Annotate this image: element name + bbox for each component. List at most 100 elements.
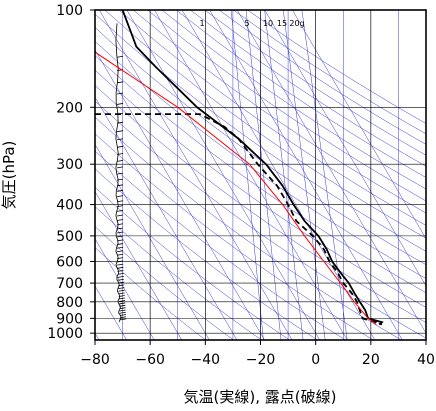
wind-barb xyxy=(117,210,124,212)
wind-barb xyxy=(117,138,124,141)
dry-adiabat xyxy=(218,10,426,145)
x-tick-label: 0 xyxy=(311,352,320,368)
y-tick-label: 900 xyxy=(56,311,83,327)
dry-adiabat xyxy=(95,13,426,252)
wind-barb xyxy=(119,302,126,305)
y-tick-label: 300 xyxy=(56,157,83,173)
dry-adiabat xyxy=(176,10,426,178)
wind-barb xyxy=(117,260,124,263)
wind-barb xyxy=(117,231,124,234)
mixing-ratio-label: 1 xyxy=(199,19,204,28)
wind-barb xyxy=(117,166,124,169)
wind-barb xyxy=(117,103,124,105)
x-tick-label: −60 xyxy=(135,352,165,368)
dry-adiabat xyxy=(95,55,426,294)
wind-barb xyxy=(117,81,124,84)
dry-adiabat xyxy=(95,186,290,340)
mixing-ratio-label: 5 xyxy=(244,19,249,28)
wind-barb xyxy=(117,275,124,278)
dry-adiabat xyxy=(204,10,426,156)
dry-adiabat xyxy=(95,247,206,340)
wind-barb xyxy=(117,172,124,175)
wind-barb xyxy=(117,92,124,95)
skewed-isotherm xyxy=(99,10,293,340)
wind-barb xyxy=(117,130,124,133)
dry-adiabat xyxy=(95,226,234,340)
skewed-isotherm xyxy=(95,143,210,340)
wind-barb xyxy=(117,253,124,256)
x-tick-label: 20 xyxy=(362,352,380,368)
y-tick-label: 800 xyxy=(56,295,83,311)
wind-barb xyxy=(117,55,124,58)
skewed-isotherm xyxy=(181,10,376,340)
wind-barb xyxy=(117,250,124,253)
wind-barb xyxy=(117,214,124,217)
y-tick-label: 200 xyxy=(56,100,83,116)
y-tick-label: 500 xyxy=(56,229,83,245)
wind-barb xyxy=(117,263,124,266)
dry-adiabat xyxy=(147,10,426,202)
dry-adiabat xyxy=(95,27,426,266)
wind-barb xyxy=(117,278,124,281)
x-axis: −80 −60 −40 −20 0 20 40 xyxy=(80,340,435,368)
wind-barb xyxy=(117,219,124,221)
dry-adiabat xyxy=(95,41,426,279)
skewed-isotherm xyxy=(95,191,182,340)
wind-barb xyxy=(119,309,126,312)
skewed-isotherm xyxy=(95,96,238,340)
mixing-ratio-line xyxy=(230,10,264,340)
wind-barb xyxy=(117,145,124,148)
x-tick-label: −20 xyxy=(246,352,276,368)
skewed-isotherm xyxy=(209,10,403,340)
dry-adiabat xyxy=(133,10,426,214)
parcel-line xyxy=(95,51,377,325)
wind-barb xyxy=(119,314,126,316)
mixing-ratio-label: 15 xyxy=(277,19,287,28)
y-tick-label: 1000 xyxy=(47,326,83,342)
mixing-ratio-line xyxy=(283,10,326,340)
mixing-ratio-line xyxy=(245,10,282,340)
sounding-series xyxy=(95,10,384,326)
x-tick-label: −80 xyxy=(80,352,110,368)
wind-barb xyxy=(117,273,124,275)
y-tick-label: 600 xyxy=(56,254,83,270)
wind-barb xyxy=(118,292,125,295)
y-tick-label: 400 xyxy=(56,198,83,214)
dry-adiabat xyxy=(161,10,426,190)
dry-adiabat xyxy=(95,69,426,308)
mixing-ratio-line xyxy=(264,10,304,340)
dewpoint-line xyxy=(95,113,383,326)
skewed-isotherm xyxy=(126,10,320,340)
x-tick-label: −40 xyxy=(191,352,221,368)
wind-barb xyxy=(117,235,124,238)
dry-adiabat xyxy=(95,150,346,340)
skewed-isotherm xyxy=(236,10,426,334)
dry-adiabat xyxy=(118,10,426,226)
x-axis-label: 気温(実線), 露点(破線) xyxy=(184,388,337,406)
wind-staff xyxy=(115,23,122,322)
wind-barb xyxy=(117,266,124,269)
mixing-ratio-line xyxy=(301,10,348,340)
dry-adiabat xyxy=(95,133,374,340)
mixing-ratio-label: 20g xyxy=(289,19,304,28)
pressure-grid xyxy=(95,10,426,340)
dry-adiabat xyxy=(104,10,426,239)
wind-barb xyxy=(117,227,124,230)
wind-barb xyxy=(117,159,124,162)
y-tick-label: 700 xyxy=(56,276,83,292)
wind-barb xyxy=(117,189,124,192)
x-tick-label: 40 xyxy=(417,352,435,368)
wind-barb xyxy=(118,287,125,289)
wind-barb xyxy=(120,318,127,321)
wind-barb xyxy=(119,311,126,314)
wind-barb xyxy=(118,289,125,292)
dry-adiabat xyxy=(95,206,262,340)
skewed-isotherm xyxy=(292,10,426,240)
skewed-isotherm xyxy=(95,49,265,340)
mixing-ratio-labels: 1 5 10 15 20g xyxy=(199,19,304,28)
dry-adiabat xyxy=(190,10,426,167)
temperature-line xyxy=(121,10,384,326)
mixing-ratio-label: 10 xyxy=(263,19,273,28)
